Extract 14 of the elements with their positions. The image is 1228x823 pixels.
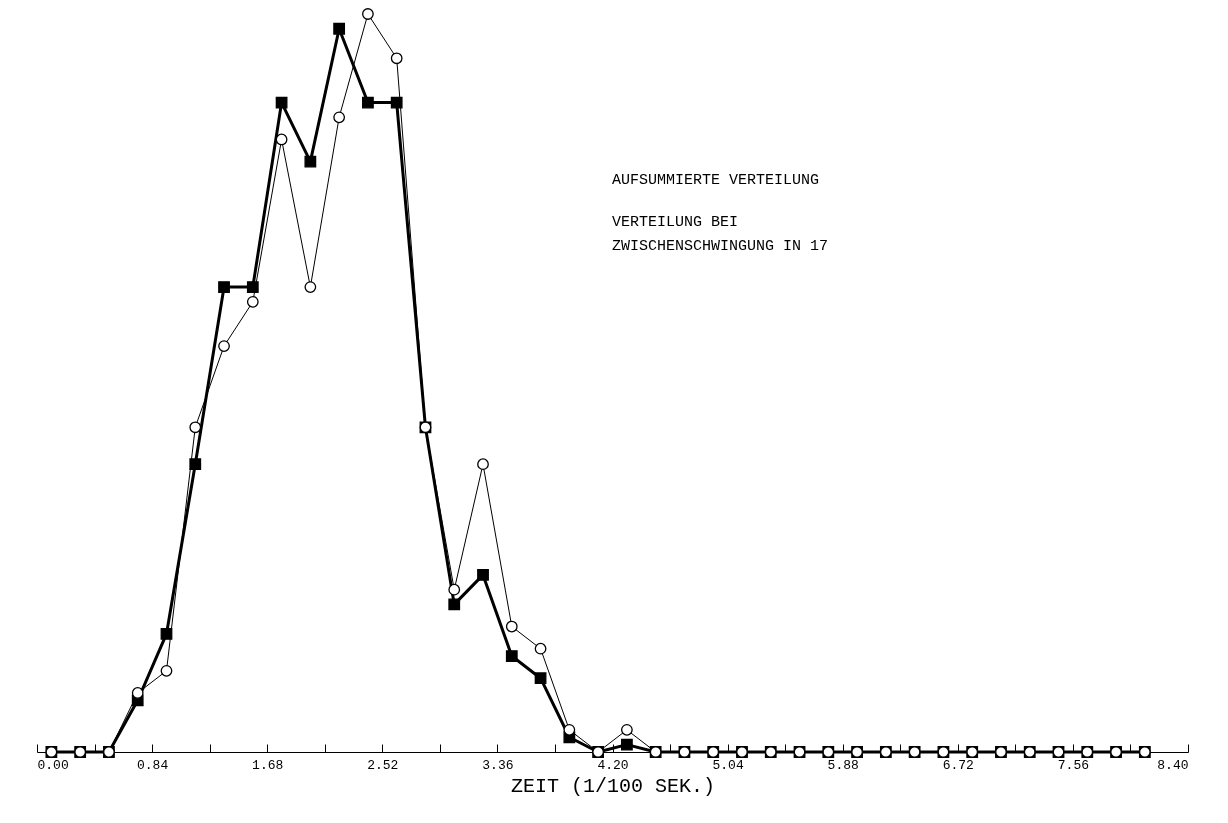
x-tick-label: 8.40 (1157, 757, 1189, 773)
annotation: VERTEILUNG BEI ZWISCHENSCHWINGUNG IN 17 (612, 214, 829, 255)
x-tick-label: 4.20 (597, 757, 629, 773)
x-tick-label: 0.00 (37, 757, 69, 773)
x-tick-label: 5.88 (827, 757, 859, 773)
x-axis-title: ZEIT (1/100 SEK.) (510, 774, 716, 798)
annotation: AUFSUMMIERTE VERTEILUNG (612, 172, 820, 189)
x-tick-label: 7.56 (1057, 757, 1090, 773)
x-tick-label: 0.84 (136, 757, 169, 773)
x-tick-label: 1.68 (252, 757, 284, 773)
x-tick-label: 5.04 (712, 757, 744, 773)
x-tick-label: 2.52 (367, 757, 399, 773)
x-tick-label: 3.36 (482, 757, 514, 773)
x-tick-label: 6.72 (942, 757, 974, 773)
